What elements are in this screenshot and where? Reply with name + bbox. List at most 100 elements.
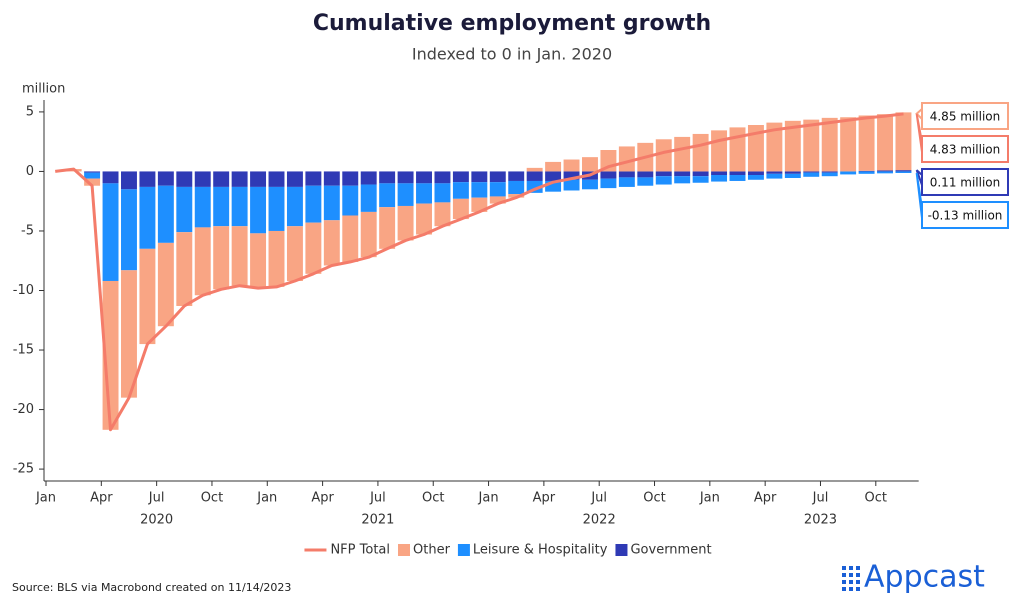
bar: [121, 189, 137, 271]
bar: [121, 270, 137, 398]
bar: [784, 173, 801, 178]
end-label-text: 4.83 million: [930, 143, 1001, 157]
end-label-pointer: [915, 172, 923, 219]
bar: [692, 176, 709, 183]
end-label-box: [921, 102, 1009, 130]
bar: [323, 220, 340, 266]
bar: [379, 207, 396, 249]
end-label-pointer: [915, 113, 923, 153]
bar: [747, 175, 764, 180]
bar: [582, 157, 598, 172]
bar: [840, 171, 857, 175]
bar: [342, 215, 359, 262]
bar: [194, 171, 211, 187]
x-year-label: 2023: [804, 513, 837, 528]
bar: [194, 227, 211, 296]
end-label-text: 0.11 million: [930, 176, 1001, 190]
bar: [434, 171, 451, 184]
bar: [489, 196, 506, 204]
y-unit: million: [22, 82, 65, 97]
y-tick-label: 0: [26, 164, 34, 179]
bar: [397, 183, 414, 206]
bar: [84, 172, 101, 179]
bar: [489, 171, 506, 183]
bar: [231, 171, 248, 187]
end-label-box: [921, 201, 1009, 229]
legend-label: NFP Total: [330, 543, 390, 558]
bar: [526, 171, 543, 181]
bar: [803, 119, 820, 172]
bar: [508, 180, 525, 195]
bar: [176, 186, 193, 233]
bar: [766, 122, 783, 172]
end-label-text: -0.13 million: [928, 209, 1003, 223]
bar: [268, 230, 285, 287]
bar: [157, 185, 174, 243]
bar: [213, 186, 230, 227]
bar: [821, 172, 838, 177]
bar: [434, 202, 451, 227]
bar: [452, 182, 469, 199]
bar: [858, 170, 875, 172]
bar: [139, 186, 156, 249]
bar: [692, 133, 709, 172]
bar: [379, 183, 396, 208]
bar: [858, 171, 875, 174]
bar: [416, 171, 432, 184]
bar: [821, 117, 838, 172]
bar: [176, 232, 193, 306]
legend-swatch: [615, 544, 628, 556]
bar: [563, 159, 580, 172]
x-tick-label: Jan: [478, 491, 499, 506]
bar: [747, 125, 764, 172]
line: [55, 112, 904, 432]
y-tick-label: -10: [13, 283, 34, 298]
bar: [747, 171, 764, 176]
bar: [545, 171, 562, 181]
bar: [157, 242, 174, 327]
bar: [674, 176, 691, 184]
bar: [342, 185, 359, 216]
bar: [711, 130, 728, 172]
bar: [416, 183, 432, 204]
bar: [674, 171, 691, 177]
bar: [323, 185, 340, 221]
bar: [231, 186, 248, 227]
bar: [323, 171, 340, 186]
bar: [250, 186, 267, 234]
x-tick-label: Jan: [699, 491, 720, 506]
bar: [711, 175, 728, 182]
bar: [600, 171, 617, 179]
bar: [618, 171, 635, 178]
bar: [729, 171, 746, 176]
bar: [618, 177, 635, 187]
end-label-text: 4.85 million: [930, 110, 1001, 124]
x-tick-label: Jul: [812, 491, 829, 506]
end-label-box: [921, 135, 1009, 163]
y-tick-label: -20: [13, 402, 34, 417]
bar: [379, 171, 396, 184]
bar: [895, 112, 912, 171]
bar: [784, 171, 801, 174]
chart-title: Cumulative employment growth: [313, 11, 711, 36]
bar: [563, 171, 580, 180]
y-tick-label: 5: [26, 104, 34, 119]
end-label: -0.13 million: [915, 172, 1009, 229]
bar: [563, 179, 580, 191]
x-tick-label: Oct: [201, 491, 223, 506]
bar: [286, 171, 303, 187]
bar: [821, 171, 838, 173]
end-label-pointer: [915, 169, 923, 186]
bar: [102, 183, 119, 281]
bar: [895, 171, 912, 173]
bar: [545, 161, 562, 172]
legend-label: Other: [413, 543, 451, 558]
x-tick-label: Oct: [643, 491, 665, 506]
bar: [674, 136, 691, 172]
bar: [655, 176, 672, 185]
bar: [784, 120, 801, 172]
legend: NFP Total Other Leisure & Hospitality Gover…: [304, 543, 712, 558]
bar: [471, 182, 488, 198]
bar: [471, 197, 488, 212]
bar: [268, 186, 285, 231]
